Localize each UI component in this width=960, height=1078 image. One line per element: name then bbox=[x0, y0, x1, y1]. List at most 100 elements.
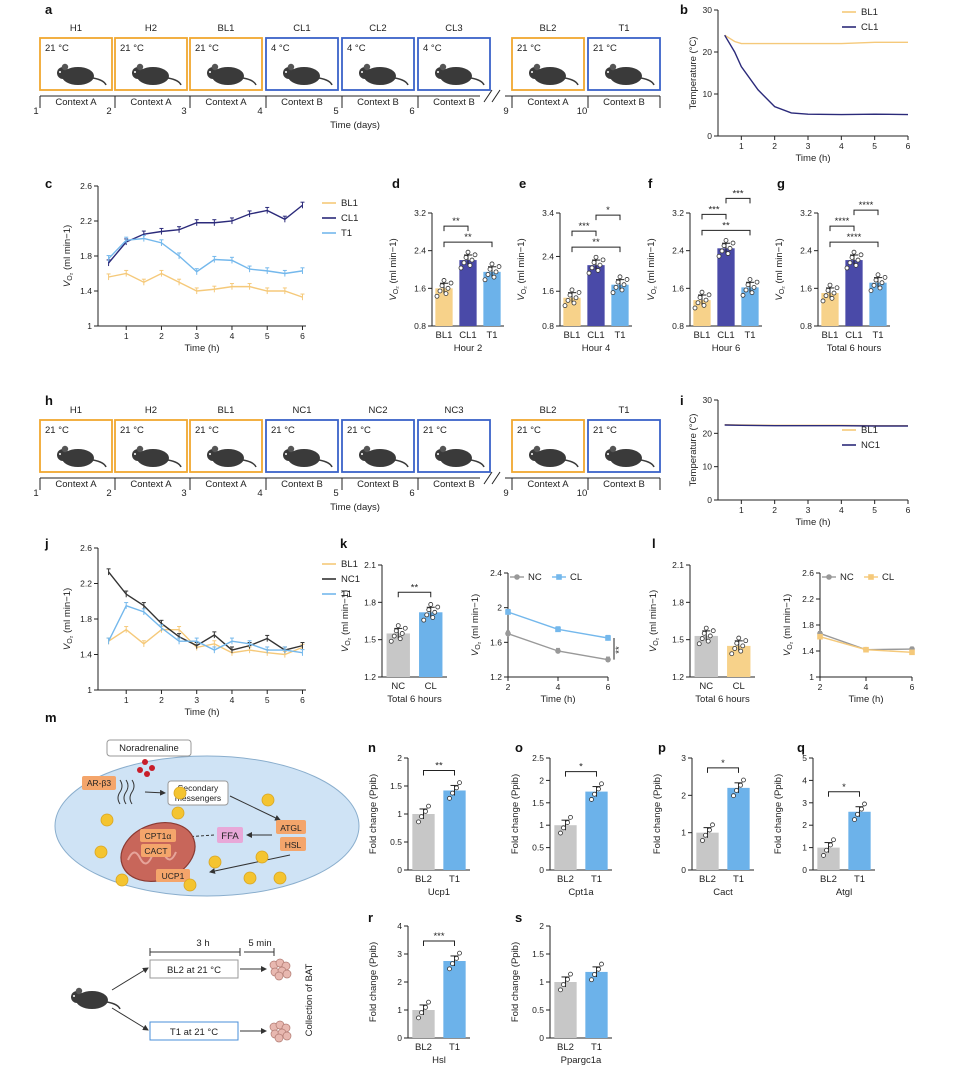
significance-bracket bbox=[443, 241, 493, 248]
t1-protocol-label: T1 at 21 °C bbox=[170, 1027, 218, 1038]
timeline-xlabel: Time (days) bbox=[330, 502, 380, 513]
mouse-icon bbox=[435, 445, 485, 468]
lipid-droplet bbox=[255, 850, 269, 864]
data-point bbox=[505, 609, 511, 615]
timeline-context: Context B bbox=[603, 97, 645, 108]
y-tick-label: 1.4 bbox=[80, 286, 92, 296]
mouse-ear bbox=[211, 445, 219, 453]
panel-letter-f: f bbox=[648, 176, 653, 191]
bl2-box bbox=[149, 959, 239, 979]
mouse-ear bbox=[136, 445, 144, 453]
bar-nc bbox=[386, 633, 410, 677]
significance-bracket bbox=[701, 229, 751, 236]
arrow-to-t1 bbox=[111, 1007, 149, 1031]
data-point bbox=[732, 646, 738, 651]
y-tick-label: 0.8 bbox=[414, 321, 426, 331]
y-tick-label: 0.8 bbox=[542, 321, 554, 331]
data-point bbox=[882, 275, 888, 280]
x-axis-label-j: Time (h) bbox=[184, 707, 219, 718]
data-point bbox=[740, 643, 746, 649]
data-point bbox=[592, 791, 597, 797]
significance-label: ** bbox=[435, 760, 443, 771]
mouse-body bbox=[610, 67, 642, 85]
x-tick-label-bl2: BL2 bbox=[820, 874, 837, 885]
mouse-eye bbox=[437, 453, 439, 455]
vo2-unit: (ml min−1) bbox=[388, 238, 399, 286]
x-tick-label-bl2: BL2 bbox=[557, 874, 574, 885]
mouse-ear bbox=[439, 63, 447, 71]
y-axis-label-s: Fold change (Ppib) bbox=[510, 942, 521, 1022]
panel-letter-m: m bbox=[45, 710, 57, 725]
data-point bbox=[571, 300, 577, 306]
data-point bbox=[820, 298, 826, 304]
bar-cl1 bbox=[717, 248, 735, 326]
timeline-day-9: 9 bbox=[503, 488, 508, 499]
x-tick-label-t1: T1 bbox=[449, 1042, 460, 1053]
legend-label-nc: NC bbox=[528, 572, 542, 583]
mouse-ear bbox=[61, 63, 69, 71]
x-axis-label-k2: Time (h) bbox=[540, 694, 575, 705]
mouse-eye bbox=[531, 71, 533, 73]
data-point bbox=[463, 255, 469, 260]
mouse-icon bbox=[207, 445, 257, 468]
data-point bbox=[749, 290, 755, 296]
data-point bbox=[388, 638, 394, 644]
data-point bbox=[824, 847, 829, 853]
data-point bbox=[736, 635, 742, 641]
legend-marker bbox=[514, 574, 520, 580]
x-tick-label: 3 bbox=[194, 331, 199, 341]
data-point bbox=[700, 838, 705, 843]
timeline-day-2: 2 bbox=[106, 106, 111, 117]
data-point bbox=[703, 832, 708, 838]
data-point bbox=[719, 248, 725, 254]
y-tick-label: 1.6 bbox=[542, 286, 554, 296]
x-tick-label-t1: T1 bbox=[614, 330, 625, 341]
timeline-day-4: 4 bbox=[257, 106, 262, 117]
y-axis-label-i: Temperature (°C) bbox=[688, 414, 699, 487]
data-point bbox=[562, 303, 568, 309]
timeline-context: Context B bbox=[433, 97, 475, 108]
data-point bbox=[447, 966, 452, 972]
lipid-droplet bbox=[243, 871, 257, 885]
x-tick-label: 6 bbox=[906, 141, 911, 151]
data-point bbox=[424, 612, 430, 618]
x-axis-label-f: Hour 6 bbox=[712, 343, 741, 354]
y-tick-label: 0 bbox=[681, 865, 686, 875]
timeline-day-10: 10 bbox=[577, 488, 588, 499]
significance-label: ** bbox=[614, 646, 625, 654]
y-tick-label: 3.2 bbox=[672, 208, 684, 218]
mouse-eye bbox=[285, 453, 287, 455]
data-point bbox=[699, 636, 705, 641]
timeline-stage-h1: H1 bbox=[70, 405, 82, 416]
y-tick-label: 2.4 bbox=[800, 246, 812, 256]
tissue-cell bbox=[274, 1033, 284, 1043]
legend-label-bl1: BL1 bbox=[341, 559, 358, 570]
vo2-v: V bbox=[782, 648, 793, 656]
data-point bbox=[741, 777, 746, 783]
vo2-v: V bbox=[646, 293, 657, 301]
mouse-icon bbox=[283, 63, 333, 86]
data-point bbox=[432, 609, 438, 615]
y-axis-label-l2: VO₂ (ml min−1) bbox=[782, 594, 794, 656]
mouse-ear bbox=[136, 63, 144, 71]
vo2-v: V bbox=[62, 642, 73, 650]
data-point bbox=[701, 630, 707, 636]
mouse-eye bbox=[209, 453, 211, 455]
significance-bracket bbox=[397, 591, 432, 598]
receptor-box bbox=[82, 776, 116, 790]
data-point bbox=[909, 649, 915, 656]
data-point bbox=[738, 648, 744, 654]
timeline-context: Context B bbox=[357, 97, 399, 108]
mouse-tail bbox=[640, 459, 655, 468]
panel-letter-j: j bbox=[44, 536, 49, 551]
x-tick-label-nc: NC bbox=[391, 681, 405, 692]
y-tick-label: 1 bbox=[809, 672, 814, 682]
vo2-sub: O₂ bbox=[787, 641, 794, 649]
data-point bbox=[428, 602, 434, 607]
data-point bbox=[472, 252, 478, 258]
vo2-unit: (ml min−1) bbox=[516, 238, 527, 286]
y-tick-label: 0.5 bbox=[532, 1005, 544, 1015]
x-tick-label-bl1: BL1 bbox=[564, 330, 581, 341]
lipid-droplet bbox=[183, 878, 197, 892]
